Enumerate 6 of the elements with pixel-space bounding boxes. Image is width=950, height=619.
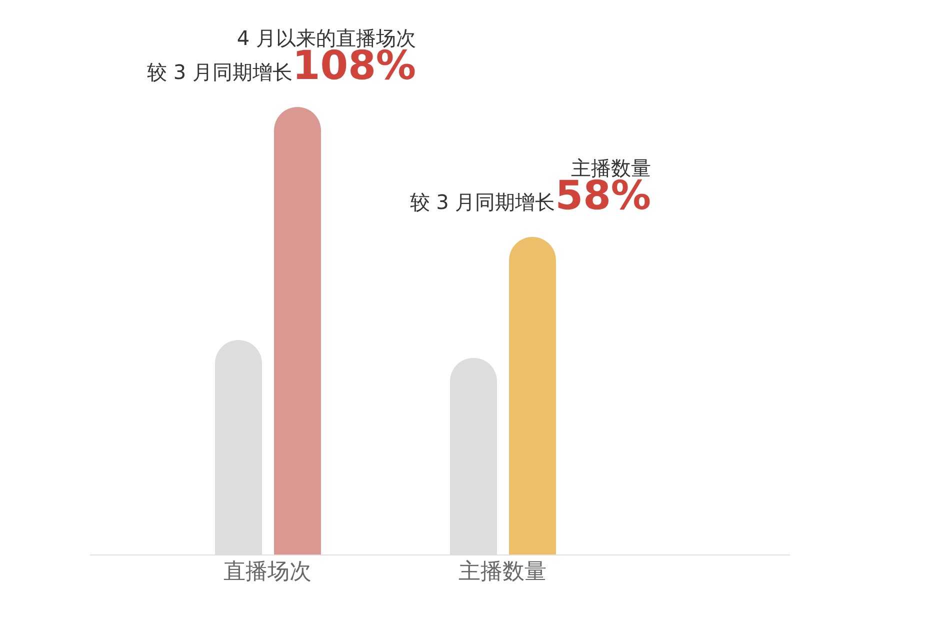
annotation: 主播数量较 3 月同期增长58% — [410, 156, 651, 219]
text: 4 月以来的直播场次较 3 月同期增长108% — [146, 26, 416, 89]
x-tick-label: 直播场次 — [224, 560, 312, 585]
x-tick-label: 主播数量 — [458, 560, 546, 585]
bar — [509, 236, 556, 555]
bar — [274, 107, 321, 555]
